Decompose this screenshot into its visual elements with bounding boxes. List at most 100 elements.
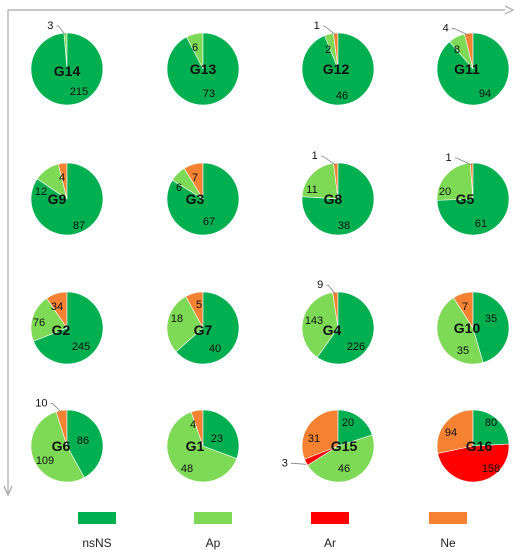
- value-label-g3-ap: 6: [176, 182, 182, 194]
- pie-g9: 87 12 4 G9: [30, 162, 104, 236]
- value-label-g10-ap: 35: [457, 345, 469, 357]
- value-label-g4-ap: 143: [305, 315, 323, 327]
- slice-g6-ap: [30, 411, 85, 483]
- slice-g16-ar: [437, 443, 510, 483]
- value-label-g6-ne: 10: [35, 397, 47, 409]
- slice-g7-nsns: [175, 291, 240, 365]
- slice-g15-ne: [301, 409, 339, 460]
- value-label-g6-nsns: 86: [77, 435, 89, 447]
- pie-g16: 80 158 94 G16: [436, 409, 510, 483]
- slice-g1-ap: [166, 411, 238, 483]
- pie-label-g14: G14: [54, 63, 81, 79]
- value-label-g7-nsns: 40: [209, 343, 221, 355]
- value-label-g7-ne: 5: [196, 299, 202, 311]
- legend-swatch-nsns: [78, 512, 116, 524]
- pie-label-g8: G8: [324, 191, 343, 207]
- legend-swatch-ar: [311, 512, 349, 524]
- pie-grid: 2153G14736G134621G129484G1187124G96767G3…: [30, 20, 510, 483]
- value-label-g14-nsns: 215: [70, 86, 88, 98]
- slice-g9-nsns: [30, 162, 104, 236]
- value-label-g13-ap: 6: [192, 42, 198, 54]
- legend-label-ne: Ne: [440, 536, 456, 550]
- pie-g12: 46 21 G12: [301, 20, 375, 106]
- value-label-g4-ne: 9: [317, 279, 323, 291]
- pie-label-g2: G2: [52, 322, 71, 338]
- top-axis-arrow: [504, 5, 515, 15]
- slice-g15-ap: [307, 434, 375, 483]
- pie-g4: 226 143 9 G4: [301, 279, 375, 365]
- value-label-g13-nsns: 73: [203, 88, 215, 100]
- slice-g10-nsns: [472, 291, 510, 363]
- leader-line: [451, 27, 469, 36]
- pie-g2: 245 76 34 G2: [30, 291, 104, 365]
- pie-label-g11: G11: [454, 61, 480, 77]
- value-label-g2-nsns: 245: [72, 341, 90, 353]
- slice-g5-nsns: [436, 162, 510, 236]
- value-label-g2-ne: 34: [51, 301, 63, 313]
- legend-swatch-ne: [429, 512, 467, 524]
- value-label-g3-ne: 7: [192, 172, 198, 184]
- value-label-g12-ne: 1: [314, 20, 320, 32]
- leader-line: [326, 284, 336, 295]
- value-label-g11-ap: 8: [454, 44, 460, 56]
- value-label-g3-nsns: 67: [203, 216, 215, 228]
- value-label-g8-nsns: 38: [338, 220, 350, 232]
- slice-g8-ap: [301, 162, 339, 200]
- pie-g1: 23 48 4 G1: [166, 409, 240, 483]
- slice-g13-nsns: [166, 32, 240, 106]
- slice-g2-ap: [30, 297, 68, 342]
- value-label-g1-ne: 4: [190, 419, 196, 431]
- pie-g11: 94 84 G11: [436, 22, 510, 106]
- slice-g4-nsns: [316, 291, 375, 365]
- legend-label-nsns: nsNS: [82, 536, 111, 550]
- value-label-g6-ap: 109: [36, 455, 54, 467]
- slice-g15-nsns: [337, 409, 373, 447]
- slice-g6-nsns: [66, 409, 104, 478]
- pie-label-g15: G15: [331, 438, 358, 454]
- value-label-g10-ne: 7: [462, 301, 468, 313]
- value-label-g16-ar: 158: [482, 463, 500, 475]
- leader-line: [322, 25, 336, 36]
- value-label-g7-ap: 18: [171, 313, 183, 325]
- value-label-g9-nsns: 87: [73, 220, 85, 232]
- pie-g7: 40 18 5 G7: [166, 291, 240, 365]
- value-label-g15-ap: 46: [338, 463, 350, 475]
- value-label-g15-ar: 3: [282, 457, 288, 469]
- value-label-g14-ap: 3: [47, 20, 53, 32]
- pie-label-g9: G9: [48, 191, 67, 207]
- pie-label-g7: G7: [194, 322, 213, 338]
- pie-g15: 20 46 3 31 G15: [282, 409, 375, 483]
- value-label-g1-ap: 48: [181, 463, 193, 475]
- value-label-g4-nsns: 226: [347, 341, 365, 353]
- slice-g14-nsns: [30, 32, 104, 106]
- leader-line: [320, 155, 336, 166]
- value-label-g2-ap: 76: [33, 317, 45, 329]
- slice-g1-nsns: [202, 409, 240, 459]
- pie-label-g4: G4: [323, 322, 342, 338]
- pie-g3: 67 67 G3: [166, 162, 240, 236]
- value-label-g15-ne: 31: [308, 433, 320, 445]
- value-label-g5-ap: 20: [439, 186, 451, 198]
- pie-label-g16: G16: [466, 438, 493, 454]
- value-label-g5-ne: 1: [445, 152, 451, 164]
- pie-label-g12: G12: [323, 61, 350, 77]
- value-label-g16-ne: 94: [445, 427, 457, 439]
- leader-line: [290, 462, 306, 465]
- value-label-g16-nsns: 80: [485, 417, 497, 429]
- value-label-g9-ne: 4: [59, 172, 65, 184]
- legend-swatch-ap: [194, 512, 232, 524]
- slice-g16-nsns: [472, 409, 510, 447]
- slice-g16-ne: [436, 409, 474, 454]
- left-axis-arrow: [3, 485, 13, 497]
- pie-g6: 86 109 10 G6: [30, 397, 104, 483]
- value-label-g10-nsns: 35: [485, 313, 497, 325]
- pie-label-g3: G3: [186, 191, 205, 207]
- pie-label-g10: G10: [454, 320, 481, 336]
- legend-label-ap: Ap: [206, 536, 221, 550]
- pie-label-g5: G5: [456, 191, 475, 207]
- slice-g12-nsns: [301, 32, 375, 106]
- slice-g4-ap: [301, 292, 339, 358]
- slice-g10-ap: [436, 297, 484, 365]
